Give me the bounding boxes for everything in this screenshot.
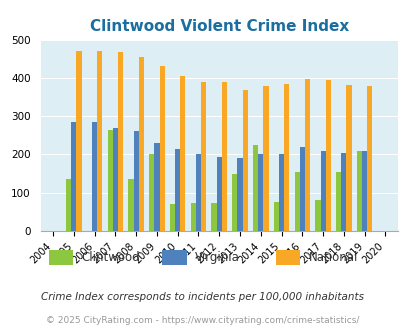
Bar (242, 90, 247, 231)
Bar (107, 130, 113, 231)
Bar (232, 174, 237, 231)
Bar (133, 131, 139, 231)
Bar (284, 84, 289, 231)
Bar (66, 179, 71, 231)
Bar (154, 143, 159, 231)
Bar (252, 145, 258, 231)
Text: Clintwood: Clintwood (81, 251, 139, 264)
Bar (195, 154, 200, 231)
Text: Virginia: Virginia (194, 251, 239, 264)
Bar (175, 149, 180, 231)
Bar (315, 200, 320, 231)
Bar (361, 150, 367, 231)
Text: © 2025 CityRating.com - https://www.cityrating.com/crime-statistics/: © 2025 CityRating.com - https://www.city… (46, 315, 359, 325)
Bar (180, 76, 185, 231)
Bar (128, 179, 133, 231)
Bar (211, 203, 216, 231)
Bar (97, 51, 102, 231)
Bar (341, 153, 345, 231)
Bar (149, 154, 154, 231)
Bar (320, 150, 325, 231)
Bar (92, 122, 97, 231)
Bar (278, 154, 284, 231)
Bar (273, 202, 278, 231)
Bar (263, 86, 268, 231)
Bar (367, 85, 371, 231)
Bar (304, 79, 309, 231)
Bar (294, 172, 299, 231)
Bar (76, 51, 81, 231)
Bar (258, 154, 263, 231)
Bar (139, 57, 144, 231)
Bar (335, 173, 341, 231)
Bar (200, 82, 206, 231)
Title: Clintwood Violent Crime Index: Clintwood Violent Crime Index (90, 19, 348, 34)
Bar (159, 66, 164, 231)
Bar (216, 157, 221, 231)
Bar (299, 147, 304, 231)
Bar (345, 85, 351, 231)
Bar (221, 82, 226, 231)
Bar (169, 204, 175, 231)
Bar (237, 158, 242, 231)
Bar (118, 52, 123, 231)
Bar (71, 122, 76, 231)
Text: Crime Index corresponds to incidents per 100,000 inhabitants: Crime Index corresponds to incidents per… (41, 292, 364, 302)
Bar (190, 203, 195, 231)
Bar (356, 150, 361, 231)
Text: National: National (308, 251, 357, 264)
Bar (325, 80, 330, 231)
Bar (113, 128, 118, 231)
